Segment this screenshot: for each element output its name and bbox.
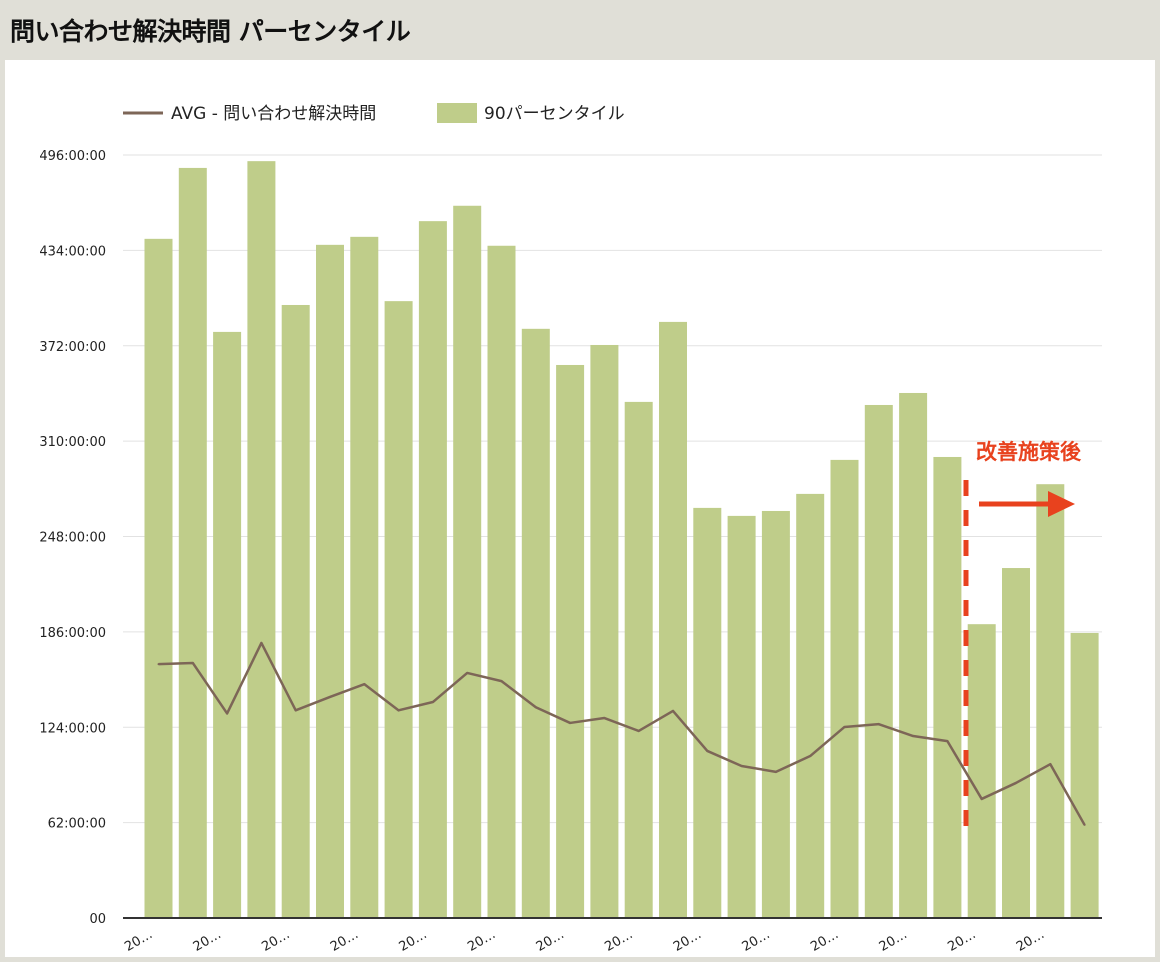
avg-line-point [329,695,331,698]
bar [693,507,722,918]
annotation-label: 改善施策後 [976,440,1082,464]
bar [624,401,653,918]
bar [899,392,928,918]
x-tick-label: 20… [877,927,910,955]
y-tick-label: 248:00:00 [39,531,106,546]
x-tick-label: 20… [602,927,635,955]
bar [247,161,276,919]
x-tick-label: 20… [808,927,841,955]
x-tick-label: 20… [328,927,361,955]
y-tick-label: 186:00:00 [39,626,106,641]
avg-line-point [637,729,640,732]
x-tick-label: 20… [465,927,498,955]
y-tick-label: 372:00:00 [39,340,106,355]
legend-label-p90: 90パーセンタイル [484,104,625,124]
bar [384,301,413,918]
x-tick-label: 20… [671,927,704,955]
bar [487,245,516,919]
bar [933,456,962,918]
bar [350,236,379,919]
bar [727,515,756,918]
bar [453,205,482,919]
avg-line-point [603,717,606,720]
bar-series [144,161,1099,919]
y-tick-label: 434:00:00 [39,244,106,259]
x-tick-label: 20… [945,927,978,955]
avg-line-point [1083,823,1086,826]
avg-line-point [980,797,983,800]
x-tick-label: 20… [259,927,292,955]
bar [556,364,585,918]
bar [761,510,790,918]
annotation: 改善施策後 [963,440,1082,840]
bar [1036,484,1065,918]
bar [864,404,893,918]
avg-line [158,641,1086,826]
x-tick-label: 20… [397,927,430,955]
avg-line-point [569,721,572,724]
x-tick-label: 20… [740,927,773,955]
bar [144,238,173,918]
avg-line-point [1049,763,1052,766]
y-tick-label: 496:00:00 [39,149,106,164]
bar [796,493,825,918]
bar [967,624,996,918]
bar [1070,632,1099,918]
y-tick-label: 62:00:00 [48,817,106,832]
bar [590,344,619,918]
x-tick-label: 20… [122,927,155,955]
legend: AVG - 問い合わせ解決時間 90パーセンタイル [123,103,625,124]
x-tick-label: 20… [534,927,567,955]
avg-line-point [397,709,400,712]
legend-bar-swatch [437,103,477,123]
avg-line-point [672,709,674,712]
avg-line-point [706,749,709,752]
avg-line-point [363,683,366,686]
bar [178,167,207,919]
avg-line-point [534,706,537,709]
avg-line-point [843,725,846,728]
arrow-right-icon [1048,491,1075,517]
avg-line-point [500,680,503,683]
avg-line-point [912,735,915,738]
avg-line-point [774,770,777,773]
x-tick-label: 20… [1014,927,1047,955]
avg-line-point [294,709,297,712]
avg-line-point [191,661,194,664]
avg-line-point [877,723,880,726]
y-tick-label: 310:00:00 [39,435,106,450]
bar [418,221,447,919]
bar [281,304,310,919]
bar [830,459,859,918]
line-series [157,641,1086,826]
avg-line-point [1015,781,1017,784]
avg-line-point [260,641,263,644]
avg-line-point [946,740,949,743]
avg-line-point [157,663,160,666]
avg-line-point [809,755,812,758]
avg-line-point [466,671,469,674]
x-tick-label: 20… [191,927,224,955]
avg-line-point [740,765,743,768]
bar [659,321,687,918]
y-tick-label: 00 [89,912,106,927]
bar [213,331,242,918]
bar [316,244,344,918]
bar [1002,568,1030,918]
avg-line-point [431,701,434,704]
y-tick-label: 124:00:00 [39,721,106,736]
avg-line-point [226,712,229,715]
legend-label-avg: AVG - 問い合わせ解決時間 [171,104,376,124]
chart-title: 問い合わせ解決時間 パーセンタイル [10,17,411,46]
bar [521,328,550,919]
